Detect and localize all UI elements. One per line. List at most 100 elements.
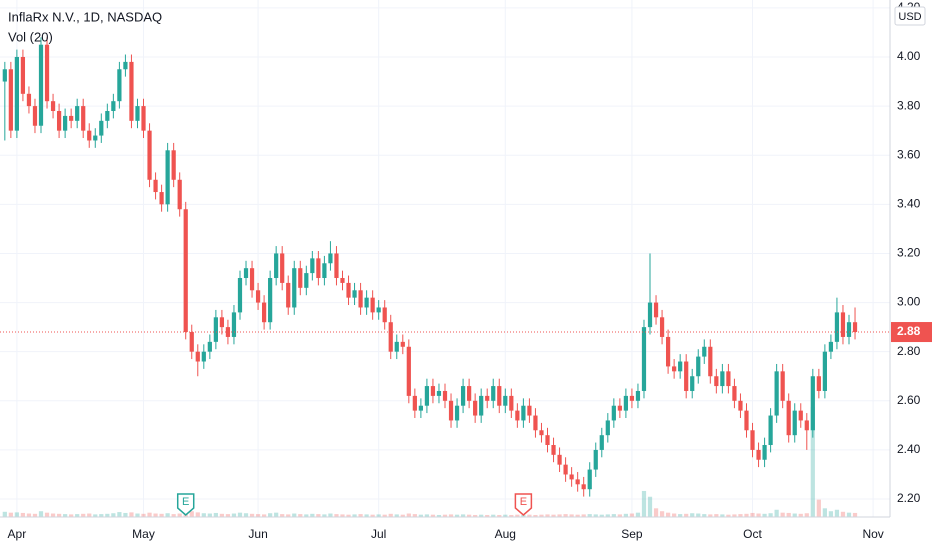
candle-body bbox=[810, 376, 815, 431]
volume-bar bbox=[611, 514, 616, 517]
y-tick-label: 3.40 bbox=[897, 197, 921, 211]
candle-body bbox=[400, 341, 405, 347]
candle-body bbox=[328, 253, 333, 264]
candle-body bbox=[467, 386, 472, 401]
candle-body bbox=[840, 312, 846, 337]
candle-body bbox=[436, 390, 442, 396]
candle-body bbox=[56, 111, 62, 131]
volume-bar bbox=[750, 512, 755, 517]
volume-bar bbox=[286, 514, 291, 517]
volume-bar bbox=[105, 513, 110, 517]
candle-body bbox=[792, 410, 797, 436]
earnings-marker bbox=[176, 493, 195, 516]
candle-body bbox=[629, 395, 635, 401]
volume-bar bbox=[617, 514, 622, 517]
volume-bar bbox=[726, 514, 731, 517]
volume-bar bbox=[69, 514, 74, 517]
volume-bar bbox=[75, 514, 80, 517]
candle-body bbox=[8, 69, 13, 131]
candle-body bbox=[569, 474, 574, 480]
candle-body bbox=[611, 405, 616, 421]
volume-bar bbox=[545, 514, 550, 517]
candle-body bbox=[69, 115, 74, 121]
candle-body bbox=[672, 366, 677, 372]
candle-body bbox=[804, 420, 809, 431]
volume-bar bbox=[364, 514, 369, 517]
candle-body bbox=[201, 351, 206, 362]
x-tick-label: Jun bbox=[248, 527, 267, 541]
volume-bar bbox=[804, 513, 809, 517]
candle-body bbox=[702, 346, 707, 357]
volume-bar bbox=[352, 514, 357, 517]
volume-bar bbox=[268, 513, 273, 517]
volume-bar bbox=[714, 514, 719, 517]
volume-bar bbox=[527, 514, 532, 517]
y-tick-label: 3.60 bbox=[897, 147, 921, 161]
candle-body bbox=[551, 445, 556, 455]
volume-bar bbox=[44, 512, 50, 517]
candle-body bbox=[123, 61, 128, 70]
volume-bar bbox=[334, 514, 339, 517]
volume-bar bbox=[762, 513, 767, 517]
volume-bar bbox=[684, 513, 689, 517]
volume-bar bbox=[659, 511, 665, 517]
volume-bar bbox=[81, 513, 86, 517]
y-tick-label: 3.00 bbox=[897, 295, 921, 309]
volume-bar bbox=[816, 499, 821, 517]
candle-body bbox=[135, 106, 140, 121]
candle-body bbox=[491, 386, 496, 401]
volume-bar bbox=[189, 511, 194, 517]
candle-body bbox=[195, 351, 200, 362]
volume-bar bbox=[26, 513, 32, 517]
y-tick-label: 3.20 bbox=[897, 246, 921, 260]
candle-body bbox=[726, 371, 731, 387]
volume-bar bbox=[225, 514, 231, 517]
currency-box[interactable] bbox=[894, 6, 926, 26]
volume-bar bbox=[195, 512, 200, 517]
candle-body bbox=[786, 400, 791, 436]
volume-bar bbox=[690, 513, 695, 517]
volume-bar bbox=[412, 514, 417, 517]
volume-bar bbox=[388, 513, 393, 517]
volume-bar bbox=[738, 514, 743, 517]
currency: USD bbox=[898, 11, 921, 23]
candle-body bbox=[159, 192, 164, 205]
candle-body bbox=[756, 449, 761, 460]
candle-body bbox=[696, 356, 701, 377]
volume-bar bbox=[358, 514, 363, 517]
volume-bar bbox=[147, 512, 152, 517]
candle-body bbox=[533, 415, 538, 431]
candle-body bbox=[684, 361, 689, 391]
candle-body bbox=[93, 135, 98, 141]
volume-bar bbox=[593, 514, 598, 517]
candle-body bbox=[454, 405, 460, 421]
candle-body bbox=[521, 405, 526, 421]
candle-body bbox=[738, 400, 743, 411]
candle-body bbox=[563, 464, 568, 475]
candle-body bbox=[690, 376, 695, 391]
candle-body bbox=[298, 268, 303, 288]
volume-bar bbox=[165, 513, 170, 517]
candle-body bbox=[14, 56, 19, 131]
candle-body bbox=[370, 297, 375, 313]
candle-body bbox=[587, 469, 592, 490]
candle-body bbox=[340, 278, 345, 283]
candle-body bbox=[744, 410, 749, 431]
candle-body bbox=[304, 273, 309, 288]
volume-bar bbox=[237, 512, 243, 517]
volume-bar bbox=[159, 513, 164, 517]
candle-body bbox=[177, 179, 182, 210]
candle-body bbox=[623, 395, 629, 411]
candle-body bbox=[292, 268, 297, 308]
volume-bar bbox=[467, 514, 472, 517]
volume-bar bbox=[56, 513, 62, 517]
x-tick-label: Oct bbox=[743, 527, 762, 541]
volume-bar bbox=[497, 514, 502, 517]
candle-body bbox=[268, 278, 273, 323]
candle-body bbox=[647, 302, 653, 328]
candle-body bbox=[617, 405, 622, 411]
candle-body bbox=[430, 386, 436, 396]
candle-body bbox=[599, 435, 604, 450]
volume-label: Vol (20) bbox=[8, 29, 53, 44]
candle-body bbox=[557, 454, 562, 465]
